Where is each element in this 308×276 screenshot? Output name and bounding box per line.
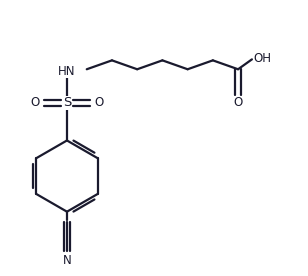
- Text: O: O: [233, 96, 243, 109]
- Text: O: O: [30, 96, 39, 109]
- Text: S: S: [63, 96, 71, 109]
- Text: N: N: [63, 254, 71, 267]
- Text: HN: HN: [58, 65, 76, 78]
- Text: OH: OH: [254, 52, 272, 65]
- Text: O: O: [95, 96, 104, 109]
